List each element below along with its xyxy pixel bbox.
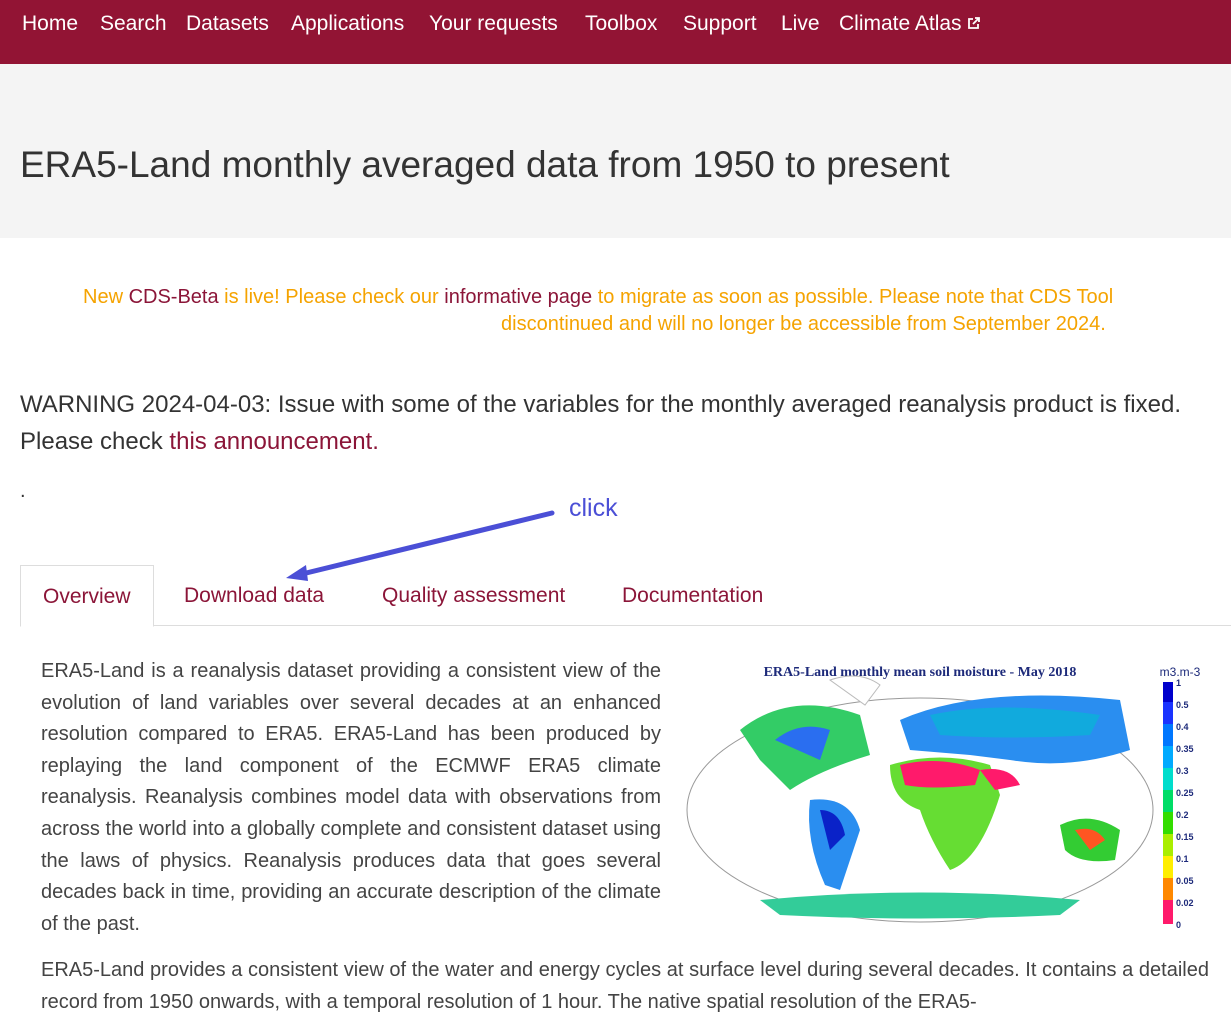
external-icon	[968, 17, 981, 29]
page-title: ERA5-Land monthly averaged data from 195…	[20, 144, 950, 185]
tab[interactable]: Quality assessment	[382, 584, 566, 607]
map	[686, 675, 1154, 923]
notice-link[interactable]: CDS-Beta	[128, 286, 219, 308]
nav-link[interactable]: Datasets	[186, 12, 269, 35]
warning-label: WARNING 2024-04-03	[20, 391, 265, 418]
scale-label: 0.1	[1176, 854, 1189, 864]
scale-label: 0.5	[1176, 700, 1189, 710]
scale-label: 0.2	[1176, 810, 1189, 820]
color-scale	[1163, 682, 1173, 924]
paragraph: ERA5-Land is a reanalysis dataset provid…	[41, 660, 661, 935]
warning-text: : Issue with some of the variables for t…	[20, 391, 1181, 455]
tab[interactable]: Documentation	[622, 584, 764, 607]
dot: .	[20, 480, 26, 502]
nav-link[interactable]: Live	[781, 12, 820, 35]
scale-label: 0.25	[1176, 788, 1194, 798]
scale-label: 0.05	[1176, 876, 1194, 886]
figure: ERA5-Land monthly mean soil moisture - M…	[686, 665, 1201, 930]
nav-link[interactable]: Your requests	[429, 12, 558, 35]
notice-text: is live! Please check our	[224, 286, 439, 308]
scale-label: 1	[1176, 678, 1181, 688]
notice-line: discontinued and will no longer be acces…	[501, 313, 1106, 335]
annotation: click	[569, 494, 618, 522]
scale-label: 0	[1176, 920, 1181, 930]
tab-bar: Overview Download data Quality assessmen…	[20, 565, 1231, 627]
tab[interactable]: Overview	[20, 565, 154, 627]
annotation-arrow	[286, 510, 555, 581]
nav-bar: Home Search Datasets Applications Your r…	[0, 0, 1231, 64]
nav-link[interactable]: Climate Atlas	[839, 12, 981, 36]
nav-link[interactable]: Support	[683, 12, 757, 35]
scale-label: 0.3	[1176, 766, 1189, 776]
scale-label: 0.02	[1176, 898, 1194, 908]
nav-link[interactable]: Toolbox	[585, 12, 658, 35]
warning-link[interactable]: this announcement.	[169, 428, 379, 455]
scale-label: 0.15	[1176, 832, 1194, 842]
nav-link-text: Climate Atlas	[839, 12, 962, 35]
figure-title: ERA5-Land monthly mean soil moisture - M…	[764, 665, 1077, 680]
warning: WARNING 2024-04-03: Issue with some of t…	[20, 386, 1190, 460]
notice-line: New CDS-Beta is live! Please check our i…	[83, 286, 1113, 309]
notice-text: New	[83, 286, 124, 308]
nav-link[interactable]: Applications	[291, 12, 405, 35]
header: ERA5-Land monthly averaged data from 195…	[0, 64, 1231, 238]
nav-link[interactable]: Search	[100, 12, 167, 35]
figure-unit: m3.m-3	[1160, 665, 1201, 679]
notice-text: to migrate as soon as possible. Please n…	[597, 286, 1114, 308]
paragraph: ERA5-Land provides a consistent view of …	[41, 959, 1209, 1013]
tab[interactable]: Download data	[184, 584, 325, 607]
scale-label: 0.4	[1176, 722, 1189, 732]
notice-link[interactable]: informative page	[444, 286, 593, 308]
nav-link[interactable]: Home	[22, 12, 79, 35]
scale-label: 0.35	[1176, 744, 1194, 754]
